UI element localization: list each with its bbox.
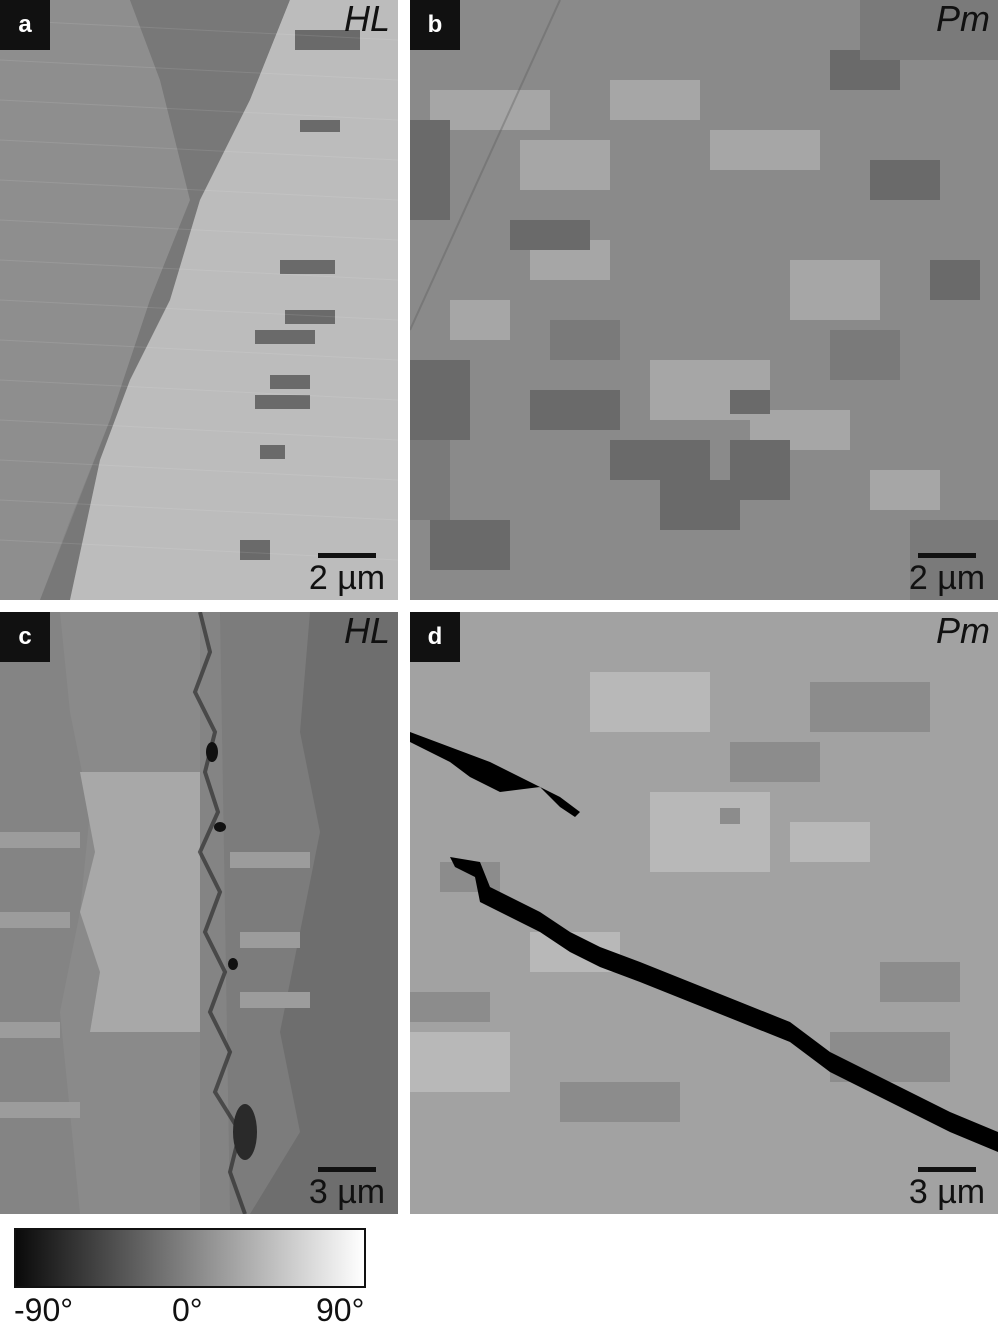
panel-d-scalebar-label: 3 µm — [908, 1173, 986, 1211]
panel-d-tag: Pm — [936, 612, 990, 651]
panel-b-micrograph — [410, 0, 998, 600]
panel-a-scalebar: 2 µm — [302, 553, 392, 596]
panel-c-tag: HL — [343, 612, 390, 651]
panel-c-scalebar: 3 µm — [302, 1167, 392, 1210]
panel-a-letter: a — [0, 0, 50, 50]
panel-d-scalebar-line — [918, 1167, 976, 1172]
panel-b-scalebar-line — [918, 553, 976, 558]
colorbar-tick-min: -90° — [14, 1292, 74, 1328]
panel-c-scalebar-label: 3 µm — [308, 1173, 386, 1211]
panel-d: d Pm 3 µm — [410, 612, 998, 1214]
colorbar-tick-mid: 0° — [172, 1292, 203, 1328]
panel-a-scalebar-line — [318, 553, 376, 558]
panel-b-scalebar: 2 µm — [902, 553, 992, 596]
panel-b-tag: Pm — [936, 0, 990, 39]
panel-d-scalebar: 3 µm — [902, 1167, 992, 1210]
panel-a-tag: HL — [343, 0, 390, 39]
panel-c-micrograph — [0, 612, 398, 1214]
panel-d-letter: d — [410, 612, 460, 662]
panel-a: a HL 2 µm — [0, 0, 398, 600]
panel-a-scalebar-label: 2 µm — [308, 559, 386, 597]
panel-b: b Pm 2 µm — [410, 0, 998, 600]
colorbar-tick-max: 90° — [316, 1292, 365, 1328]
panel-d-micrograph — [410, 612, 998, 1214]
panel-c-letter: c — [0, 612, 50, 662]
panel-b-letter: b — [410, 0, 460, 50]
orientation-colorbar — [14, 1228, 366, 1288]
panel-c-scalebar-line — [318, 1167, 376, 1172]
panel-b-scalebar-label: 2 µm — [908, 559, 986, 597]
panel-c: c HL 3 µm — [0, 612, 398, 1214]
panel-a-micrograph — [0, 0, 398, 600]
